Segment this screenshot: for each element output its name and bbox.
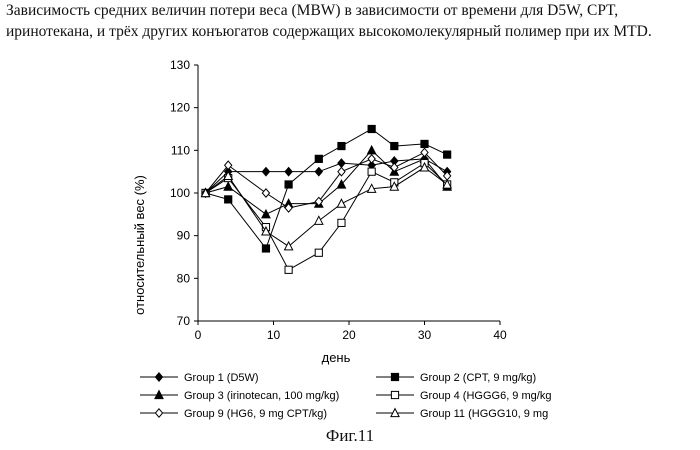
- data-point: [444, 151, 451, 158]
- legend-label: Group 2 (CPT, 9 mg/kg): [420, 372, 536, 384]
- y-tick-label: 110: [171, 143, 190, 157]
- data-point: [285, 242, 293, 250]
- legend-marker: [155, 409, 162, 417]
- data-point: [262, 245, 269, 252]
- legend-label: Group 11 (HGGG10, 9 mg: [420, 408, 548, 420]
- line-chart: 70 80 90 100 110 120 130 0 10 20 30 40 относительны…: [0, 0, 700, 450]
- legend-item: Group 9 (HG6, 9 mg CPT/kg): [140, 408, 327, 420]
- data-point: [368, 125, 375, 132]
- y-tick-label: 80: [177, 271, 191, 285]
- data-point: [368, 155, 375, 163]
- data-point: [315, 249, 322, 256]
- data-point: [285, 181, 292, 188]
- y-tick-label: 90: [177, 229, 191, 243]
- data-point: [338, 142, 345, 149]
- legend-item: Group 2 (CPT, 9 mg/kg): [376, 372, 536, 384]
- legend-label: Group 3 (irinotecan, 100 mg/kg): [184, 390, 339, 402]
- data-point: [262, 167, 269, 175]
- series-line: [206, 167, 448, 246]
- legend-marker: [391, 373, 398, 380]
- series-4: [202, 160, 451, 274]
- x-tick-label: 10: [267, 328, 281, 342]
- legend-marker: [155, 373, 162, 381]
- data-point: [337, 199, 345, 207]
- data-point: [315, 167, 322, 175]
- legend-label: Group 1 (D5W): [184, 372, 259, 384]
- x-axis-title: день: [322, 350, 351, 365]
- y-tick-label: 70: [177, 314, 191, 328]
- legend-item: Group 11 (HGGG10, 9 mg: [376, 408, 548, 420]
- chart-legend: Group 1 (D5W) Group 2 (CPT, 9 mg/kg) Group…: [140, 372, 551, 420]
- x-tick-label: 0: [195, 328, 202, 342]
- y-tick-label: 100: [170, 186, 190, 200]
- series-layer: [201, 125, 451, 273]
- chart-axes: 70 80 90 100 110 120 130 0 10 20 30 40: [170, 58, 507, 342]
- data-point: [224, 182, 232, 190]
- data-point: [338, 159, 345, 167]
- data-point: [225, 196, 232, 203]
- x-tick-label: 30: [418, 328, 432, 342]
- data-point: [315, 155, 322, 162]
- legend-item: Group 1 (D5W): [140, 372, 259, 384]
- x-tick-label: 40: [493, 328, 507, 342]
- x-tick-label: 20: [342, 328, 356, 342]
- data-point: [421, 140, 428, 147]
- legend-label: Group 4 (HGGG6, 9 mg/kg: [420, 390, 551, 402]
- y-tick-label: 130: [170, 58, 190, 72]
- series-line: [206, 152, 448, 207]
- series-5: [202, 148, 451, 212]
- series-3: [201, 146, 451, 218]
- y-tick-label: 120: [170, 101, 190, 115]
- y-axis-title: относительный вес (%): [132, 175, 147, 315]
- data-point: [262, 189, 269, 197]
- legend-item: Group 3 (irinotecan, 100 mg/kg): [140, 390, 339, 402]
- data-point: [368, 146, 376, 154]
- legend-item: Group 4 (HGGG6, 9 mg/kg: [376, 390, 551, 402]
- legend-marker: [391, 391, 398, 398]
- series-6: [201, 163, 451, 250]
- data-point: [391, 142, 398, 149]
- series-2: [202, 125, 451, 252]
- data-point: [285, 266, 292, 273]
- data-point: [315, 216, 323, 224]
- data-point: [262, 210, 270, 218]
- data-point: [338, 219, 345, 226]
- legend-label: Group 9 (HG6, 9 mg CPT/kg): [184, 408, 327, 420]
- data-point: [285, 167, 292, 175]
- series-line: [206, 129, 448, 248]
- data-point: [368, 168, 375, 175]
- figure-label: Фиг.11: [0, 426, 700, 446]
